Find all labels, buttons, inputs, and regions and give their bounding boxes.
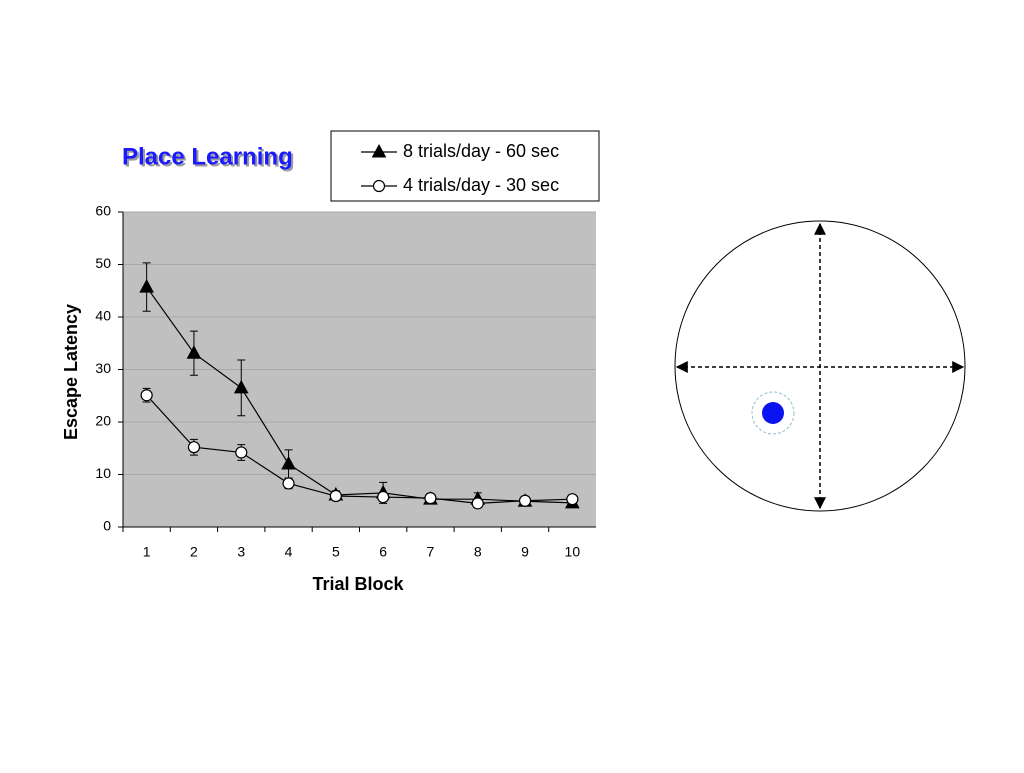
- marker: [186, 345, 202, 359]
- x-tick-label: 9: [521, 544, 529, 560]
- x-tick-label: 7: [427, 544, 435, 560]
- chart-title: Place Learning: [122, 143, 293, 170]
- x-tick-label: 4: [285, 544, 293, 560]
- pool-outline: [674, 220, 966, 512]
- marker: [233, 379, 249, 394]
- legend-marker: [371, 143, 387, 158]
- x-tick-label: 2: [190, 544, 198, 560]
- y-tick-label: 0: [103, 518, 111, 534]
- y-tick-label: 40: [95, 308, 111, 324]
- marker: [187, 441, 201, 454]
- legend-marker: [372, 179, 386, 193]
- marker: [281, 455, 296, 470]
- marker: [235, 446, 248, 459]
- x-axis-title: Trial Block: [312, 574, 404, 594]
- marker: [566, 493, 579, 506]
- marker: [471, 497, 484, 510]
- x-tick-label: 8: [474, 544, 482, 560]
- marker: [518, 494, 532, 507]
- platform-zone: [751, 391, 795, 435]
- y-tick-label: 50: [95, 255, 111, 271]
- series-line: [146, 394, 573, 504]
- legend-label: 4 trials/day - 30 sec: [403, 175, 559, 195]
- marker: [140, 389, 153, 402]
- x-tick-label: 6: [379, 544, 387, 560]
- x-tick-label: 3: [237, 544, 245, 560]
- y-axis-title: Escape Latency: [61, 304, 81, 440]
- platform: [762, 402, 784, 424]
- series-line: [146, 286, 573, 504]
- legend-label: 8 trials/day - 60 sec: [403, 141, 559, 161]
- x-tick-label: 5: [332, 544, 340, 560]
- y-tick-label: 30: [95, 360, 111, 376]
- y-tick-label: 20: [95, 413, 111, 429]
- x-tick-label: 10: [565, 544, 581, 560]
- marker: [424, 492, 437, 505]
- y-tick-label: 10: [95, 465, 111, 481]
- marker: [377, 490, 390, 504]
- y-tick-label: 60: [95, 203, 111, 219]
- marker: [282, 477, 295, 490]
- marker: [139, 279, 154, 293]
- marker: [329, 489, 342, 503]
- x-tick-label: 1: [143, 544, 151, 560]
- pool-diagram: [674, 220, 966, 512]
